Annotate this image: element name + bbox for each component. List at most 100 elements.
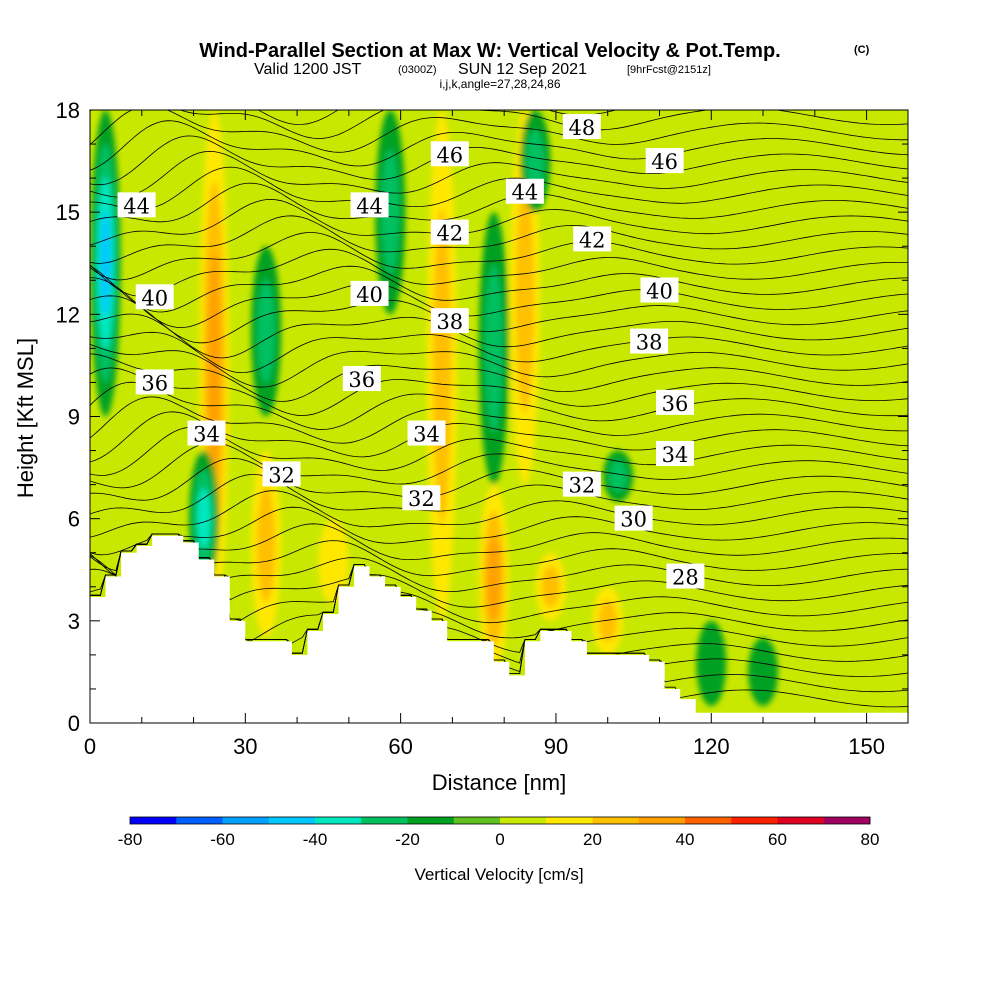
updraft-core — [318, 518, 349, 604]
contour-label-box — [430, 141, 469, 167]
y-tick-label: 3 — [68, 609, 80, 634]
contour-label-text: 28 — [672, 566, 699, 590]
contour-label-text: 38 — [636, 331, 663, 355]
colorbar: -80 -60 -40 -20 0 20 40 60 80 — [118, 816, 880, 849]
contour-label-text: 36 — [662, 392, 689, 416]
theta-contour-line — [90, 198, 908, 246]
y-tick-label: 6 — [68, 507, 80, 532]
theta-contour-line — [90, 490, 908, 538]
theta-contour-line — [90, 396, 908, 444]
theta-contour-line — [90, 533, 908, 592]
theta-contour-line — [90, 150, 908, 198]
colorbar-tick-label: -20 — [395, 830, 420, 849]
contour-label-box — [573, 226, 612, 252]
theta-contour-line — [90, 215, 908, 264]
title-params: i,j,k,angle=27,28,24,86 — [439, 77, 560, 91]
contour-label-text: 46 — [436, 143, 463, 167]
contour-label-box — [342, 366, 381, 392]
colorbar-frame — [129, 816, 871, 825]
colorbar-segment — [407, 817, 455, 824]
contour-label-box — [505, 178, 544, 204]
y-tick-label: 12 — [56, 302, 80, 327]
contour-labels: 44 40 36 34 32 44 40 36 46 42 38 34 32 44 48 46 42 40 38 36… — [117, 114, 705, 590]
contour-label: 36 — [342, 366, 381, 392]
plot-area: 44 40 36 34 32 44 40 36 46 42 38 34 32 44 48 46 42 40 38 36… — [89, 109, 909, 724]
title-valid-date: SUN 12 Sep 2021 — [458, 61, 587, 78]
downdraft-core — [608, 460, 628, 492]
theta-contour-line — [90, 426, 908, 476]
theta-contour-line — [90, 523, 908, 572]
contour-label: 34 — [656, 440, 695, 467]
x-tick-label: 30 — [233, 734, 257, 759]
colorbar-segment — [130, 817, 177, 824]
contour-label: 46 — [430, 141, 469, 167]
theta-contour-line — [90, 265, 908, 313]
contour-label-box — [430, 308, 469, 334]
x-tick-label: 60 — [388, 734, 412, 759]
title-valid-prefix: Valid 1200 JST — [254, 61, 362, 78]
contour-label-box — [350, 192, 389, 218]
theta-contour-line — [90, 295, 908, 344]
contour-label-box — [262, 461, 301, 487]
chart-title: Wind-Parallel Section at Max W: Vertical… — [199, 40, 869, 91]
colorbar-segment — [361, 817, 408, 824]
x-tick-label: 120 — [693, 734, 730, 759]
contour-label-text: 44 — [512, 181, 539, 205]
colorbar-segment — [731, 817, 778, 824]
title-forecast: [9hrFcst@2151z] — [627, 64, 711, 76]
contour-label-box — [135, 369, 174, 395]
title-valid-utc: (0300Z) — [398, 64, 437, 76]
colorbar-segment — [315, 817, 362, 824]
colorbar-segment — [777, 817, 825, 824]
theta-contour-line — [90, 411, 908, 463]
y-tick-label: 18 — [56, 98, 80, 123]
updraft-core — [515, 182, 535, 413]
contour-label-box — [407, 420, 446, 446]
contour-label-text: 48 — [568, 116, 595, 140]
contour-label-text: 32 — [268, 463, 295, 487]
y-tick-label: 0 — [68, 711, 80, 736]
theta-contour-line — [90, 110, 908, 139]
contour-label: 32 — [262, 461, 301, 487]
contour-label-box — [666, 563, 705, 589]
theta-contour-line — [90, 110, 908, 153]
contour-label: 38 — [430, 308, 469, 334]
theta-contour-line — [90, 331, 908, 374]
downdraft-core — [197, 488, 211, 549]
contour-label: 30 — [614, 505, 653, 532]
theta-contour-line — [90, 277, 908, 328]
contour-label-text: 36 — [141, 371, 168, 395]
theta-contour-line — [90, 353, 908, 402]
x-axis-label: Distance [nm] — [432, 770, 567, 795]
theta-contour-line — [90, 232, 908, 281]
contour-label: 36 — [656, 389, 695, 416]
colorbar-segment — [500, 817, 547, 824]
contour-label: 36 — [135, 369, 174, 395]
updraft-core — [541, 565, 561, 608]
contour-label: 44 — [350, 192, 389, 218]
contour-label-text: 36 — [348, 368, 375, 392]
downdraft-core — [696, 620, 727, 706]
terrain — [90, 535, 908, 723]
colorbar-tick-label: -60 — [210, 830, 235, 849]
contour-label: 40 — [135, 284, 174, 310]
theta-contour-line — [90, 135, 908, 186]
contour-label-text: 34 — [662, 443, 689, 467]
theta-contour-line — [90, 506, 908, 556]
contour-label-box — [630, 328, 669, 354]
contour-label: 44 — [505, 178, 544, 205]
theta-contour-line — [90, 533, 908, 577]
colorbar-segment — [592, 817, 640, 824]
contour-label-box — [187, 420, 226, 446]
contour-label-box — [350, 280, 389, 306]
colorbar-tick-label: 20 — [583, 830, 602, 849]
contour-label-text: 44 — [123, 194, 150, 218]
contour-label-text: 34 — [193, 423, 220, 447]
contour-label: 38 — [630, 328, 669, 355]
contour-label-box — [430, 219, 469, 245]
contour-label-box — [645, 148, 684, 174]
x-tick-label: 90 — [544, 734, 568, 759]
colorbar-tick-label: 80 — [861, 830, 880, 849]
downdraft-core — [526, 129, 545, 193]
